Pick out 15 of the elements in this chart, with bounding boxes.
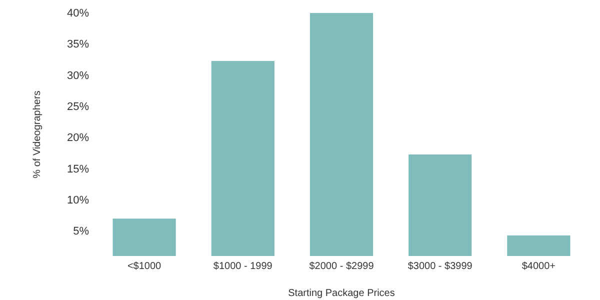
y-tick-label: 15% bbox=[66, 163, 90, 176]
y-tick-label: 30% bbox=[66, 70, 90, 82]
y-tick-label: 35% bbox=[66, 38, 90, 51]
x-axis-title: Starting Package Prices bbox=[288, 288, 395, 299]
x-tick-label: $3000 - $3999 bbox=[408, 261, 473, 272]
x-tick-label: <$1000 bbox=[127, 261, 162, 272]
x-tick-label: $1000 - 1999 bbox=[213, 261, 273, 272]
y-tick-label: 40% bbox=[66, 8, 90, 20]
y-tick-label: 20% bbox=[66, 132, 90, 144]
y-axis-title: % of Videographers bbox=[32, 90, 43, 178]
x-tick-label: $4000+ bbox=[522, 261, 556, 272]
y-tick-label: 10% bbox=[66, 194, 90, 206]
y-tick-label: 25% bbox=[66, 100, 90, 113]
y-tick-label: 5% bbox=[73, 226, 90, 238]
x-tick-label: $2000 - $2999 bbox=[309, 261, 374, 272]
